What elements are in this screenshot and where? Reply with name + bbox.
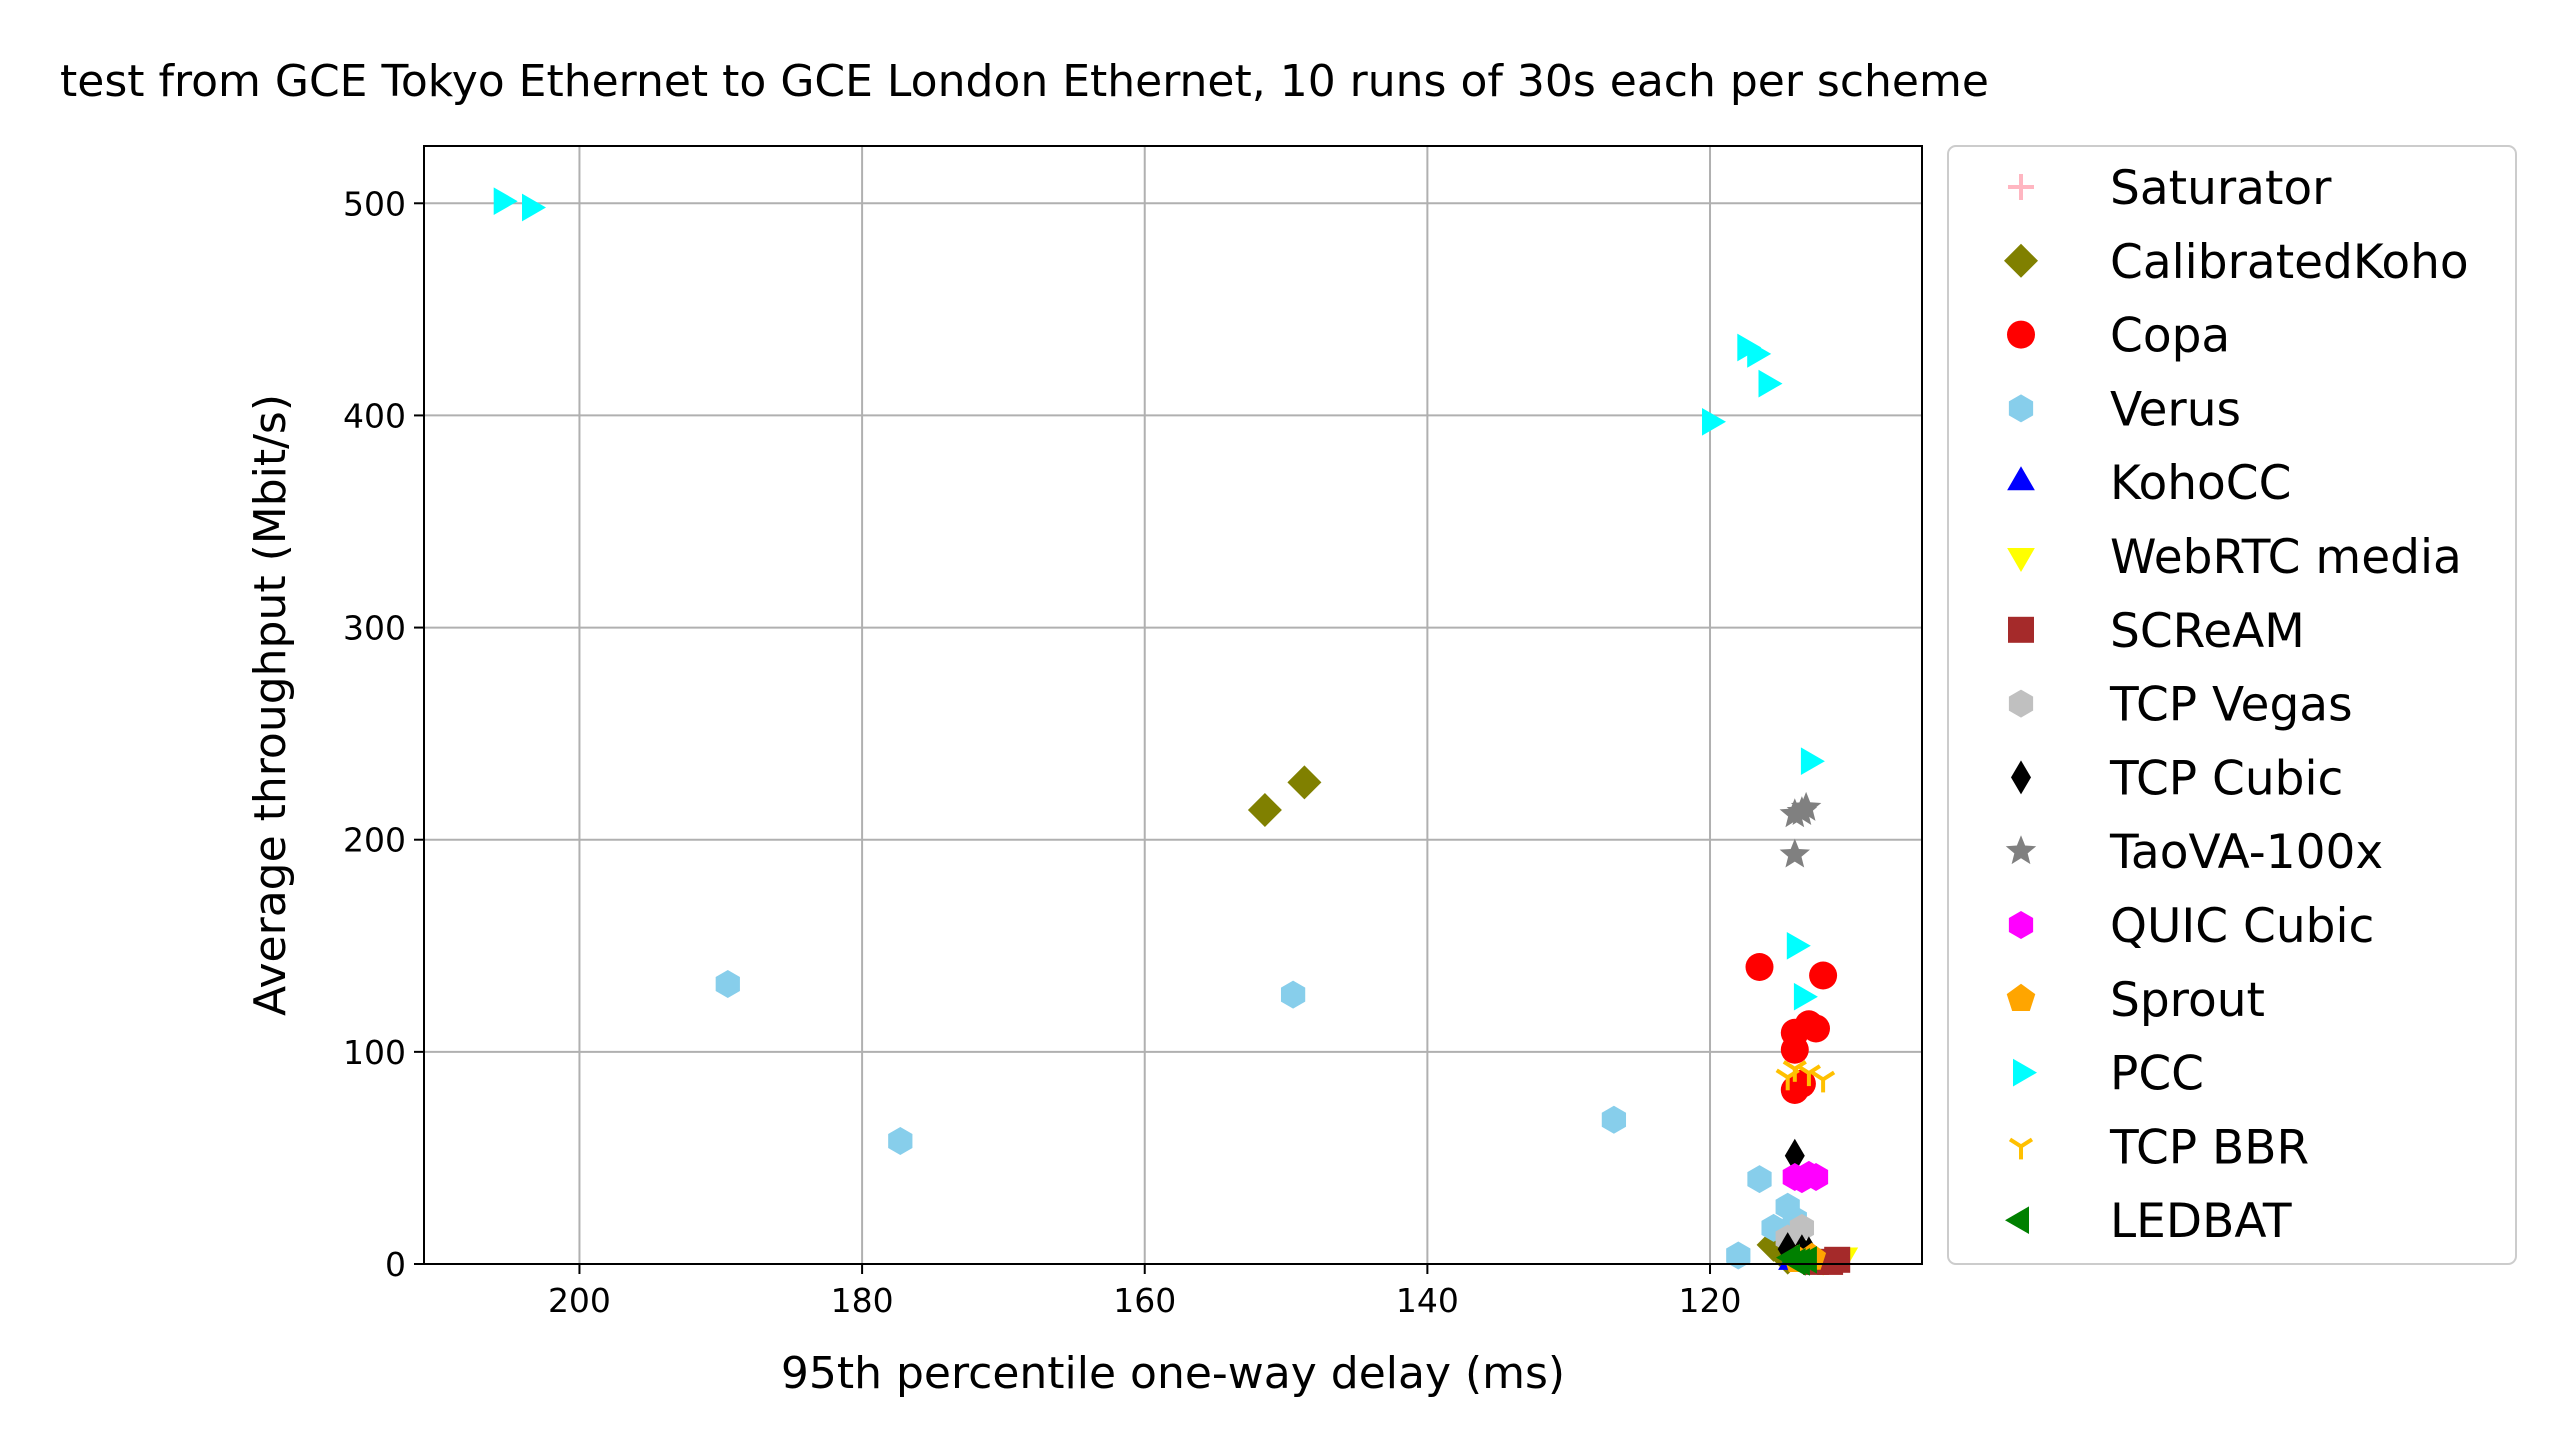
data-point (1789, 1165, 1815, 1194)
y-tick-label: 100 (343, 1033, 406, 1072)
data-point (1784, 1138, 1805, 1173)
data-point (1796, 1064, 1821, 1087)
data-point (1745, 953, 1774, 981)
legend-marker (2008, 394, 2034, 423)
y-axis-label: Average throughput (Mbit/s) (245, 394, 296, 1016)
legend-marker (2008, 911, 2034, 939)
data-point (522, 193, 546, 222)
data-point (1809, 961, 1838, 990)
legend-entry-label: WebRTC media (2110, 530, 2462, 585)
plot-frame (423, 145, 1923, 1265)
legend-marker (2004, 243, 2038, 278)
data-point (1802, 1014, 1830, 1043)
legend-entry-label: TCP Vegas (2109, 678, 2353, 733)
y-tick-label: 300 (343, 609, 406, 648)
axis-ticks: 200 180 160 140 120 0 100 200 300 400 500 (343, 184, 1742, 1320)
legend-marker (2007, 466, 2035, 491)
data-point (1775, 1068, 1800, 1091)
legend-entry-label: TCP BBR (2109, 1120, 2309, 1175)
data-point (1824, 1246, 1851, 1273)
chart-title: test from GCE Tokyo Ethernet to GCE Lond… (60, 56, 1989, 107)
data-point (1790, 791, 1822, 821)
data-point (888, 1127, 913, 1155)
legend-entry-label: QUIC Cubic (2110, 899, 2374, 954)
legend-marker (2006, 983, 2036, 1011)
legend-marker (2005, 1206, 2029, 1235)
legend-marker (2008, 616, 2034, 643)
legend-marker (2007, 548, 2035, 572)
data-point (1747, 340, 1772, 368)
legend-marker (2007, 320, 2035, 349)
y-tick-label: 500 (343, 184, 406, 223)
legend-marker (2005, 835, 2037, 865)
data-point (1702, 407, 1726, 436)
data-point (1280, 980, 1306, 1009)
data-marks (493, 187, 1859, 1276)
grid (424, 146, 1922, 1265)
x-tick-label: 160 (1113, 1281, 1176, 1320)
x-tick-label: 120 (1679, 1281, 1742, 1320)
data-point (1786, 931, 1811, 960)
legend-frame (1947, 145, 2517, 1265)
data-point (1247, 793, 1282, 827)
data-point (1758, 369, 1783, 398)
legend-marker (2008, 689, 2034, 718)
legend-entry-label: TaoVA-100x (2109, 825, 2383, 880)
legend-marker (2008, 174, 2034, 200)
data-point (715, 970, 740, 998)
legend-marker (2008, 1137, 2034, 1160)
data-point (1601, 1105, 1627, 1134)
data-point (1779, 838, 1811, 868)
data-point (1785, 1248, 1810, 1276)
x-tick-label: 180 (831, 1281, 894, 1320)
legend: Saturator CalibratedKoho Copa Verus KohoCC We… (1947, 145, 2517, 1265)
legend-entry-label: CalibratedKoho (2110, 235, 2469, 290)
legend-entry-label: SCReAM (2110, 604, 2305, 659)
legend-entry-label: Verus (2110, 382, 2241, 437)
data-point (1287, 765, 1322, 800)
data-point (1726, 1241, 1751, 1270)
legend-entry-label: TCP Cubic (2109, 751, 2343, 806)
x-tick-label: 200 (548, 1281, 611, 1320)
y-tick-label: 0 (385, 1245, 406, 1284)
legend-entry-label: Copa (2110, 309, 2230, 364)
legend-entry-label: Saturator (2110, 161, 2332, 216)
data-point (493, 187, 518, 216)
data-point (1747, 1165, 1772, 1194)
data-point (1793, 982, 1818, 1011)
legend-entry-label: Sprout (2110, 973, 2265, 1028)
legend-entry-label: PCC (2110, 1047, 2204, 1102)
data-point (1780, 1035, 1809, 1064)
legend-marker (2011, 760, 2031, 795)
legend-entry-label: KohoCC (2110, 456, 2291, 511)
y-tick-label: 400 (343, 396, 406, 435)
x-tick-label: 140 (1396, 1281, 1459, 1320)
data-point (1779, 798, 1811, 828)
legend-marker (2013, 1058, 2037, 1087)
legend-entry-label: LEDBAT (2110, 1194, 2292, 1249)
data-point (1811, 1070, 1836, 1093)
x-axis-label: 95th percentile one-way delay (ms) (781, 1348, 1565, 1399)
y-tick-label: 200 (343, 821, 406, 860)
data-point (1800, 747, 1825, 776)
